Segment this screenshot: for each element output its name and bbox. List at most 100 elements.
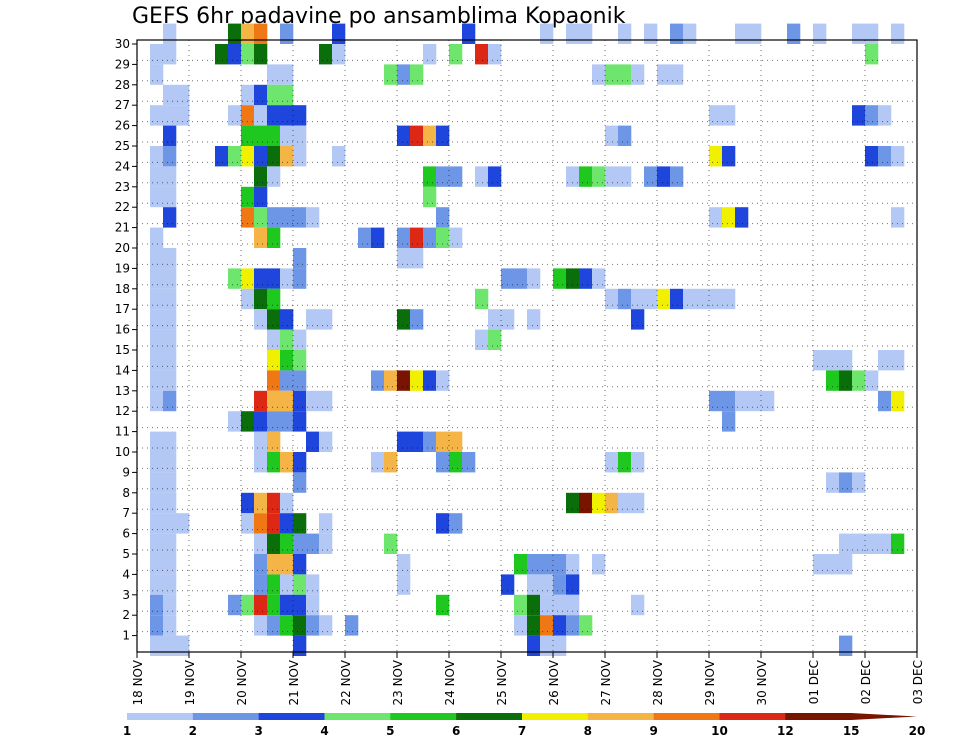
- heatmap-cell: [696, 288, 710, 310]
- heatmap-cell: [280, 390, 294, 412]
- heatmap-cell: [228, 105, 242, 126]
- heatmap-cell: [163, 452, 177, 473]
- heatmap-cell: [748, 390, 762, 412]
- heatmap-cell: [514, 594, 528, 616]
- heatmap-cell: [163, 533, 177, 554]
- heatmap-cell: [280, 370, 294, 391]
- heatmap-cell: [410, 125, 424, 146]
- heatmap-cell: [722, 105, 736, 126]
- heatmap-cell: [540, 23, 554, 44]
- heatmap-cell: [397, 248, 411, 269]
- heatmap-cell: [150, 594, 164, 616]
- heatmap-cell: [839, 370, 853, 391]
- heatmap-cell: [254, 533, 268, 554]
- heatmap-cell: [553, 554, 567, 575]
- heatmap-cell: [488, 329, 502, 350]
- heatmap-cell: [644, 23, 658, 44]
- y-tick-label: 15: [115, 343, 130, 357]
- heatmap-cell: [436, 227, 450, 248]
- heatmap-cell: [709, 207, 723, 228]
- heatmap-cell: [722, 411, 736, 432]
- heatmap-cell: [670, 166, 684, 187]
- heatmap-cell: [163, 390, 177, 412]
- legend-swatch: [522, 713, 589, 720]
- heatmap-cell: [150, 268, 164, 289]
- heatmap-cell: [254, 594, 268, 616]
- heatmap-cell: [852, 370, 866, 391]
- heatmap-cell: [163, 370, 177, 391]
- heatmap-cell: [436, 166, 450, 187]
- y-tick-label: 30: [115, 37, 130, 51]
- heatmap-cell: [267, 431, 281, 452]
- heatmap-cell: [527, 268, 541, 289]
- heatmap-cell: [163, 574, 177, 595]
- heatmap-cell: [852, 533, 866, 554]
- heatmap-cell: [826, 350, 840, 371]
- heatmap-cell: [657, 288, 671, 310]
- heatmap-cell: [267, 105, 281, 126]
- heatmap-cell: [332, 23, 346, 44]
- heatmap-cell: [423, 166, 437, 187]
- heatmap-cell: [254, 23, 268, 44]
- heatmap-cell: [475, 329, 489, 350]
- heatmap-cell: [397, 574, 411, 595]
- y-tick-label: 12: [115, 404, 130, 418]
- heatmap-cell: [865, 23, 879, 44]
- heatmap-cell: [592, 268, 606, 289]
- legend-swatch: [456, 713, 523, 720]
- heatmap-cell: [254, 186, 268, 208]
- heatmap-cell: [241, 288, 255, 310]
- heatmap-cell: [241, 268, 255, 289]
- heatmap-cell: [241, 146, 255, 167]
- legend-swatch-end: [851, 713, 917, 720]
- heatmap-cell: [267, 125, 281, 146]
- heatmap-cell: [241, 594, 255, 616]
- heatmap-cell: [293, 268, 307, 289]
- heatmap-cell: [566, 166, 580, 187]
- heatmap-cell: [553, 594, 567, 616]
- heatmap-cell: [709, 105, 723, 126]
- heatmap-cell: [332, 44, 346, 65]
- heatmap-cell: [540, 615, 554, 636]
- heatmap-cell: [618, 166, 632, 187]
- heatmap-cell: [163, 248, 177, 269]
- heatmap-cell: [163, 23, 177, 44]
- x-tick-label: 19 NOV: [183, 659, 197, 705]
- legend-label: 2: [189, 724, 197, 738]
- heatmap-cell: [163, 288, 177, 310]
- heatmap-cell: [722, 390, 736, 412]
- legend-swatch: [192, 713, 260, 720]
- x-tick-label: 20 NOV: [235, 659, 249, 705]
- heatmap-cell: [605, 452, 619, 473]
- heatmap-cell: [267, 329, 281, 350]
- heatmap-cell: [254, 288, 268, 310]
- heatmap-cell: [254, 105, 268, 126]
- heatmap-cell: [150, 248, 164, 269]
- heatmap-cell: [267, 309, 281, 330]
- y-tick-label: 6: [122, 527, 130, 541]
- heatmap-cell: [566, 492, 580, 514]
- heatmap-cell: [280, 492, 294, 514]
- heatmap-cell: [150, 44, 164, 65]
- heatmap-cell: [397, 309, 411, 330]
- heatmap-cell: [163, 186, 177, 208]
- heatmap-cell: [618, 125, 632, 146]
- heatmap-cell: [605, 166, 619, 187]
- heatmap-cell: [176, 105, 190, 126]
- heatmap-cell: [319, 390, 333, 412]
- heatmap-cell: [280, 309, 294, 330]
- heatmap-cell: [566, 23, 580, 44]
- heatmap-cell: [683, 23, 697, 44]
- heatmap-cell: [306, 594, 320, 616]
- heatmap-cell: [176, 84, 190, 106]
- heatmap-cell: [254, 125, 268, 146]
- x-tick-label: 24 NOV: [443, 659, 457, 705]
- heatmap-cell: [553, 635, 567, 656]
- heatmap-cell: [631, 452, 645, 473]
- heatmap-cell: [618, 492, 632, 514]
- heatmap-cell: [410, 64, 424, 85]
- heatmap-cell: [449, 166, 463, 187]
- heatmap-cell: [397, 227, 411, 248]
- heatmap-cell: [150, 350, 164, 371]
- heatmap-cell: [306, 431, 320, 452]
